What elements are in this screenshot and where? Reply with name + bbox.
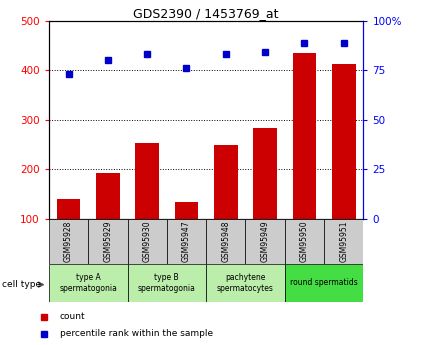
Bar [49,264,128,302]
Text: type A
spermatogonia: type A spermatogonia [59,273,117,293]
Text: GSM95928: GSM95928 [64,221,73,262]
Bar [285,219,324,264]
Text: GSM95951: GSM95951 [339,221,348,262]
Bar [214,145,238,219]
Text: GSM95950: GSM95950 [300,221,309,262]
Text: GSM95948: GSM95948 [221,221,230,262]
Text: percentile rank within the sample: percentile rank within the sample [60,329,212,338]
Bar [128,219,167,264]
Bar [135,143,159,219]
Bar [96,173,119,219]
Bar [206,264,285,302]
Bar [167,219,206,264]
Title: GDS2390 / 1453769_at: GDS2390 / 1453769_at [133,7,279,20]
Text: GSM95930: GSM95930 [143,221,152,262]
Text: round spermatids: round spermatids [290,278,358,287]
Text: GSM95929: GSM95929 [103,221,112,262]
Bar [292,53,316,219]
Bar [206,219,245,264]
Bar [253,128,277,219]
Bar [324,219,363,264]
Bar [245,219,285,264]
Bar [88,219,128,264]
Text: GSM95947: GSM95947 [182,221,191,262]
Bar [128,264,206,302]
Bar [175,202,198,219]
Text: pachytene
spermatocytes: pachytene spermatocytes [217,273,274,293]
Text: GSM95949: GSM95949 [261,221,269,262]
Text: cell type: cell type [2,280,41,289]
Bar [57,199,80,219]
Text: count: count [60,312,85,321]
Bar [49,219,88,264]
Text: type B
spermatogonia: type B spermatogonia [138,273,196,293]
Bar [285,264,363,302]
Bar [332,65,355,219]
